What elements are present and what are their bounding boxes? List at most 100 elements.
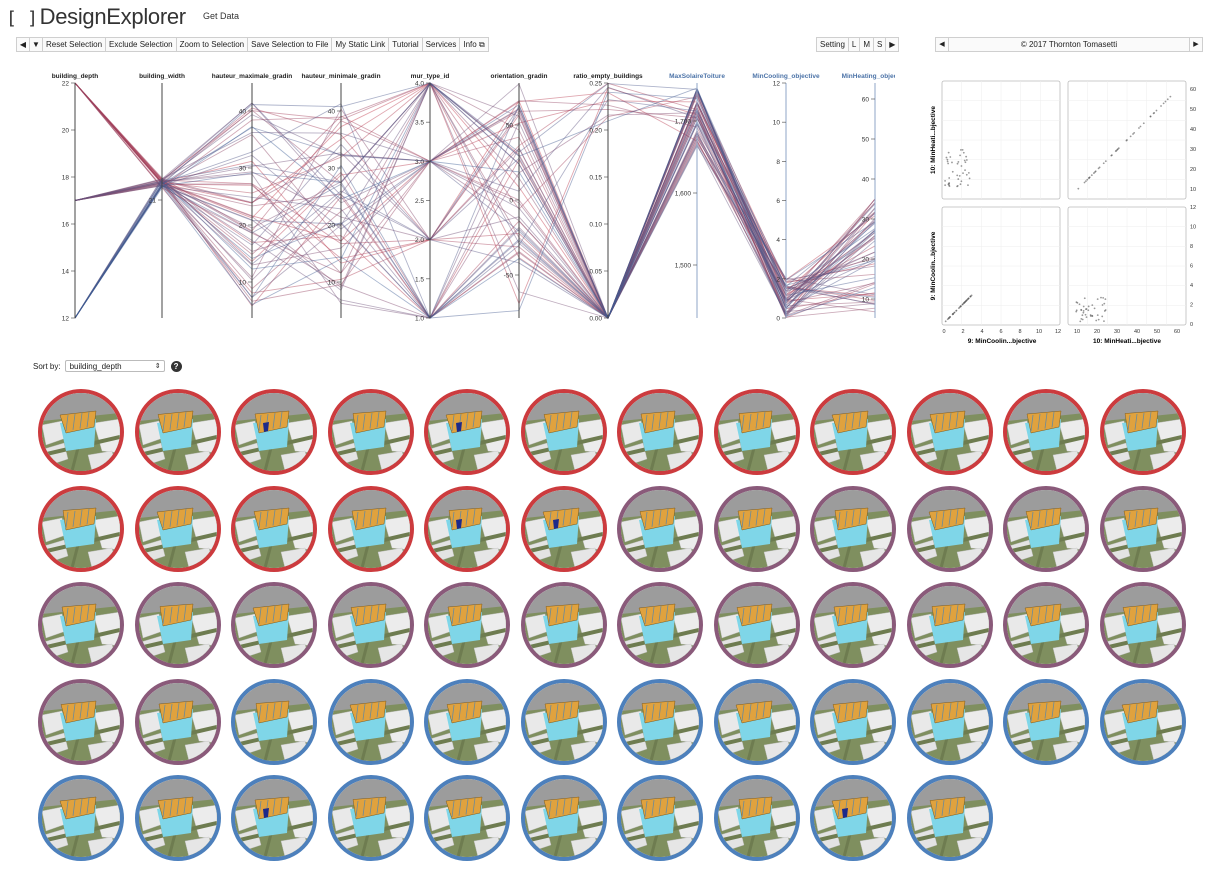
design-thumbnail[interactable] (327, 485, 414, 572)
triangle-right-icon[interactable]: ▶ (1189, 38, 1202, 51)
scatter-cell[interactable] (1067, 80, 1187, 200)
design-thumbnail[interactable] (38, 678, 124, 765)
design-thumbnail[interactable] (520, 389, 607, 475)
design-thumbnail[interactable] (231, 678, 317, 765)
design-thumbnail[interactable] (520, 678, 607, 765)
scatter-point (1139, 125, 1142, 128)
static-link-button[interactable]: My Static Link (331, 37, 390, 52)
design-thumbnail[interactable] (810, 389, 896, 475)
app-logo[interactable]: [ ]DesignExplorer (6, 4, 186, 30)
design-thumbnail[interactable] (520, 775, 607, 861)
design-thumbnail[interactable] (1003, 389, 1089, 475)
design-thumbnail[interactable] (1099, 485, 1186, 572)
design-thumbnail[interactable] (810, 582, 896, 668)
design-thumbnail[interactable] (424, 485, 510, 572)
design-thumbnail[interactable] (231, 485, 317, 572)
design-thumbnail[interactable] (810, 775, 896, 861)
size-m-button[interactable]: M (859, 37, 875, 52)
design-thumbnail[interactable] (713, 485, 800, 572)
design-thumbnail[interactable] (810, 485, 896, 572)
design-thumbnail[interactable] (38, 389, 124, 475)
scatter-point (1101, 315, 1104, 318)
triangle-right-icon[interactable]: ▶ (885, 37, 900, 52)
design-thumbnail[interactable] (906, 485, 993, 572)
design-thumbnail[interactable] (1003, 678, 1089, 765)
design-thumbnail[interactable] (327, 678, 414, 765)
design-thumbnail[interactable] (327, 389, 414, 475)
scatter-cell[interactable] (1067, 206, 1187, 326)
x-axis-label: 10: MinHeati...bjective (1093, 338, 1161, 345)
design-thumbnail[interactable] (617, 485, 703, 572)
scatter-point (951, 161, 953, 164)
triangle-down-icon[interactable]: ▼ (29, 37, 43, 52)
zoom-to-selection-button[interactable]: Zoom to Selection (175, 37, 249, 52)
tick-label: 0 (776, 316, 780, 323)
scatter-point (959, 183, 962, 186)
reset-selection-button[interactable]: Reset Selection (42, 37, 107, 52)
design-thumbnail[interactable] (906, 678, 993, 765)
design-thumbnail[interactable] (617, 775, 703, 861)
design-thumbnail[interactable] (134, 389, 221, 475)
tick-label: 0.15 (589, 175, 602, 182)
design-thumbnail[interactable] (134, 485, 221, 572)
design-thumbnail[interactable] (424, 582, 510, 668)
design-thumbnail[interactable] (1003, 485, 1089, 572)
info-button[interactable]: Info ⧉ (459, 37, 489, 52)
design-thumbnail[interactable] (617, 582, 703, 668)
triangle-left-icon[interactable]: ◀ (16, 37, 30, 52)
get-data-link[interactable]: Get Data (203, 11, 240, 21)
design-thumbnail[interactable] (713, 582, 800, 668)
design-thumbnail[interactable] (424, 389, 510, 475)
design-thumbnail[interactable] (231, 582, 317, 668)
building-render-image (331, 779, 410, 857)
design-thumbnail[interactable] (520, 485, 607, 572)
save-selection-button[interactable]: Save Selection to File (247, 37, 333, 52)
building-render-image (621, 682, 699, 761)
design-thumbnail[interactable] (38, 582, 124, 668)
design-thumbnail[interactable] (713, 389, 800, 475)
building-render-image (524, 682, 603, 761)
design-thumbnail[interactable] (617, 389, 703, 475)
scatter-point (1085, 308, 1087, 311)
services-button[interactable]: Services (421, 37, 461, 52)
design-thumbnail[interactable] (617, 678, 703, 765)
design-thumbnail[interactable] (713, 678, 800, 765)
tick-label: 0.00 (589, 316, 602, 323)
scatter-cell[interactable] (941, 206, 1061, 326)
design-thumbnail[interactable] (906, 389, 993, 475)
design-thumbnail[interactable] (38, 775, 124, 861)
scatter-point (1132, 133, 1134, 135)
design-thumbnail[interactable] (327, 775, 414, 861)
design-thumbnail[interactable] (134, 775, 221, 861)
design-thumbnail[interactable] (1003, 582, 1089, 668)
parallel-coordinates-chart[interactable]: building_depth222018161412building_width… (45, 66, 895, 328)
design-thumbnail[interactable] (906, 775, 993, 861)
design-thumbnail[interactable] (1099, 389, 1186, 475)
scatter-cell[interactable] (941, 80, 1061, 200)
building-render-image (138, 779, 217, 857)
setting-button[interactable]: Setting (816, 37, 849, 52)
design-thumbnail[interactable] (134, 678, 221, 765)
exclude-selection-button[interactable]: Exclude Selection (105, 37, 177, 52)
design-thumbnail[interactable] (231, 775, 317, 861)
building-render-image (1007, 586, 1085, 664)
sort-select[interactable]: building_depth ⇕ (64, 360, 165, 372)
size-s-button[interactable]: S (873, 37, 887, 52)
design-thumbnail[interactable] (713, 775, 800, 861)
design-thumbnail[interactable] (134, 582, 221, 668)
design-thumbnail[interactable] (906, 582, 993, 668)
design-thumbnail[interactable] (38, 485, 124, 572)
question-circle-icon[interactable]: ? (170, 360, 182, 372)
design-thumbnail[interactable] (231, 389, 317, 475)
design-thumbnail[interactable] (327, 582, 414, 668)
design-thumbnail[interactable] (520, 582, 607, 668)
design-thumbnail[interactable] (424, 775, 510, 861)
design-thumbnail[interactable] (1099, 582, 1186, 668)
design-thumbnail[interactable] (1099, 678, 1186, 765)
design-thumbnail[interactable] (810, 678, 896, 765)
design-thumbnail[interactable] (424, 678, 510, 765)
tutorial-button[interactable]: Tutorial (388, 37, 423, 52)
triangle-left-icon[interactable]: ◀ (936, 38, 949, 51)
scatter-point (1095, 319, 1098, 322)
